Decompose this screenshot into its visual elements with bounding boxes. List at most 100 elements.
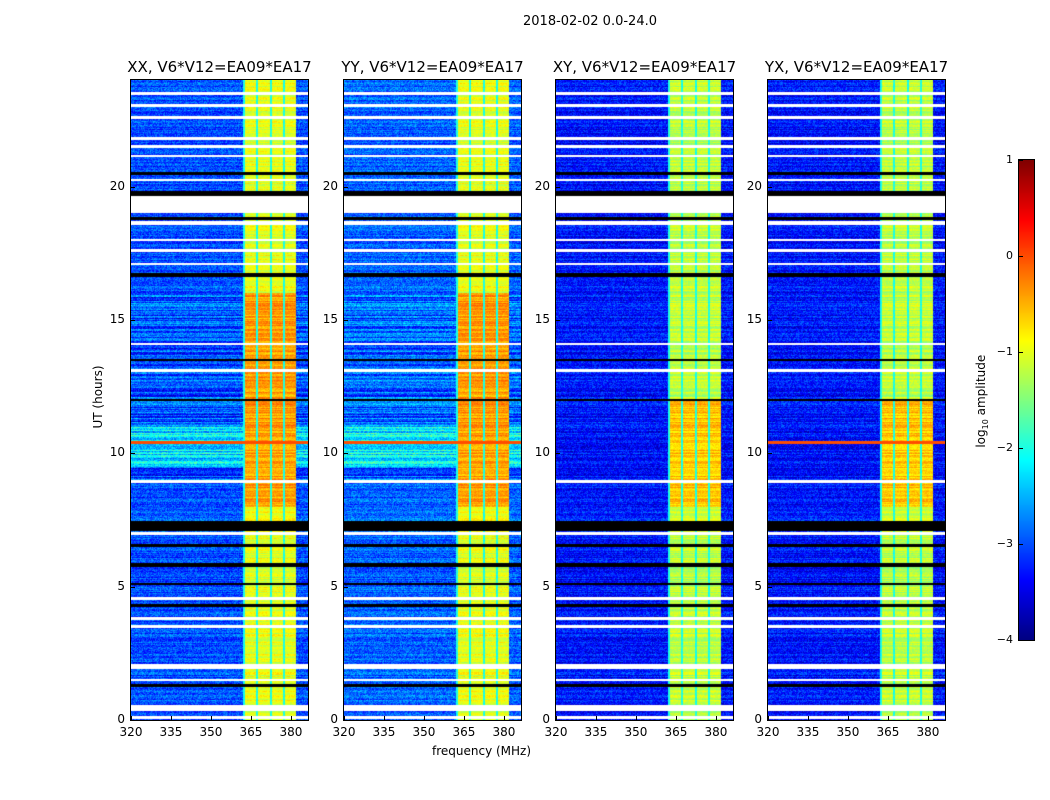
y-tick-mark [768, 720, 772, 721]
x-tick-label: 350 [624, 725, 648, 739]
y-tick-label: 10 [109, 445, 125, 460]
y-tick-label: 20 [322, 178, 338, 193]
heatmap-image [131, 80, 308, 720]
panel-title: YX, V6*V12=EA09*EA17 [764, 58, 949, 76]
x-tick-mark [210, 716, 212, 720]
y-tick-mark [344, 186, 348, 188]
y-tick-label: 10 [534, 445, 550, 460]
y-tick-mark [556, 586, 560, 588]
y-tick-mark [131, 453, 135, 455]
y-axis-label: UT (hours) [91, 365, 105, 429]
colorbar-tick-label: −2 [996, 441, 1013, 454]
x-tick-mark [503, 716, 505, 720]
x-tick-mark [635, 716, 637, 720]
y-tick-label: 5 [330, 578, 338, 593]
y-tick-mark [768, 186, 772, 188]
x-tick-label: 380 [704, 725, 728, 739]
y-tick-mark [768, 586, 772, 588]
y-tick-mark [556, 186, 560, 188]
y-tick-label: 20 [746, 178, 762, 193]
panel-title: XY, V6*V12=EA09*EA17 [552, 58, 737, 76]
heatmap-panel [555, 79, 734, 721]
y-tick-label: 0 [542, 712, 550, 726]
colorbar-tick-label: −3 [996, 537, 1013, 550]
x-tick-mark [768, 716, 769, 720]
y-tick-mark [131, 320, 135, 321]
x-tick-mark [675, 716, 677, 720]
y-tick-mark [344, 586, 348, 588]
x-tick-mark [290, 716, 292, 720]
x-tick-label: 365 [664, 725, 688, 739]
heatmap-panel [343, 79, 522, 721]
x-tick-label: 365 [876, 725, 900, 739]
y-tick-label: 20 [534, 178, 550, 193]
y-tick-mark [131, 586, 135, 588]
panel-title: XX, V6*V12=EA09*EA17 [127, 58, 312, 76]
y-tick-label: 10 [746, 445, 762, 460]
y-tick-label: 15 [746, 312, 762, 326]
x-tick-mark [170, 716, 172, 720]
y-tick-label: 5 [117, 578, 125, 593]
colorbar-gradient [1019, 160, 1034, 640]
y-tick-label: 20 [109, 178, 125, 193]
y-tick-mark [768, 320, 772, 321]
y-tick-mark [556, 720, 560, 721]
y-tick-mark [344, 720, 348, 721]
colorbar-tick-label: −4 [996, 633, 1013, 646]
y-tick-mark [344, 453, 348, 455]
x-tick-mark [423, 716, 425, 720]
colorbar-tick-mark [1019, 448, 1023, 449]
heatmap-image [556, 80, 733, 720]
panel-title: YY, V6*V12=EA09*EA17 [341, 58, 524, 76]
x-tick-mark [715, 716, 717, 720]
x-tick-mark [131, 716, 132, 720]
colorbar-tick-mark [1019, 640, 1023, 641]
y-tick-mark [131, 186, 135, 188]
x-tick-mark [250, 716, 252, 720]
y-tick-mark [556, 453, 560, 455]
x-tick-label: 335 [584, 725, 608, 739]
x-tick-label: 350 [199, 725, 223, 739]
y-tick-label: 5 [542, 578, 550, 593]
x-tick-label: 320 [119, 725, 143, 739]
x-axis-label: frequency (MHz) [432, 744, 532, 758]
x-tick-mark [383, 716, 385, 720]
x-tick-label: 320 [756, 725, 780, 739]
colorbar-tick-label: −1 [996, 345, 1013, 358]
y-tick-label: 15 [534, 312, 550, 326]
heatmap-image [344, 80, 521, 720]
colorbar-tick-label: 0 [1006, 249, 1013, 262]
y-tick-label: 15 [322, 312, 338, 326]
colorbar [1018, 159, 1035, 641]
x-tick-label: 365 [452, 725, 476, 739]
figure-title: 2018-02-02 0.0-24.0 [523, 14, 657, 29]
x-tick-mark [927, 716, 929, 720]
y-tick-label: 0 [754, 712, 762, 726]
heatmap-panel [130, 79, 309, 721]
colorbar-tick-label: 1 [1006, 153, 1013, 166]
heatmap-image [768, 80, 945, 720]
x-tick-label: 380 [279, 725, 303, 739]
colorbar-tick-mark [1019, 544, 1023, 545]
y-tick-mark [556, 320, 560, 321]
colorbar-tick-mark [1019, 160, 1023, 161]
x-tick-label: 350 [836, 725, 860, 739]
y-tick-mark [131, 720, 135, 721]
x-tick-mark [807, 716, 809, 720]
y-tick-label: 15 [109, 312, 125, 326]
y-tick-label: 5 [754, 578, 762, 593]
x-tick-label: 350 [412, 725, 436, 739]
x-tick-label: 335 [159, 725, 183, 739]
y-tick-label: 0 [117, 712, 125, 726]
heatmap-panel [767, 79, 946, 721]
y-tick-mark [768, 453, 772, 455]
x-tick-label: 320 [544, 725, 568, 739]
x-tick-label: 335 [372, 725, 396, 739]
colorbar-tick-mark [1019, 352, 1023, 353]
y-tick-label: 10 [322, 445, 338, 460]
x-tick-mark [595, 716, 597, 720]
x-tick-label: 380 [916, 725, 940, 739]
colorbar-tick-mark [1019, 256, 1023, 257]
x-tick-mark [847, 716, 849, 720]
x-tick-label: 320 [332, 725, 356, 739]
